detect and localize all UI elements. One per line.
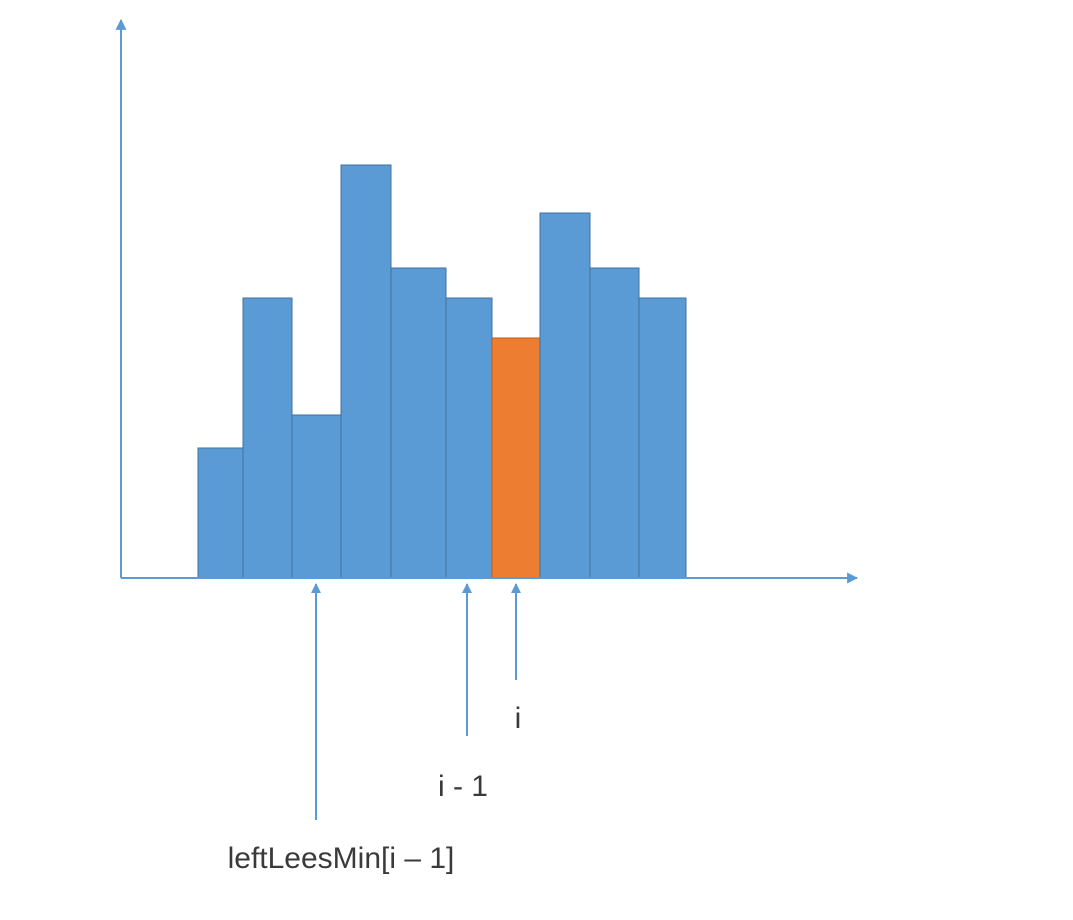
bar: [589, 267, 640, 579]
pointer-i-minus-1: i - 1: [438, 583, 488, 803]
bar: [390, 267, 447, 579]
bar: [197, 447, 244, 579]
pointer-label-i-minus-1: i - 1: [438, 770, 488, 803]
pointer-label-i: i: [515, 702, 522, 735]
bar: [242, 297, 293, 579]
pointer-left-less-min: leftLeesMin[i – 1]: [228, 583, 455, 875]
bar: [291, 414, 342, 579]
bars-group: [197, 164, 687, 579]
bar: [340, 164, 392, 579]
pointer-i: i: [511, 583, 522, 735]
pointer-label-left-less-min: leftLeesMin[i – 1]: [228, 842, 455, 875]
bar-current: [491, 337, 541, 579]
bar: [638, 297, 687, 579]
bar: [539, 212, 591, 579]
bar: [445, 297, 493, 579]
